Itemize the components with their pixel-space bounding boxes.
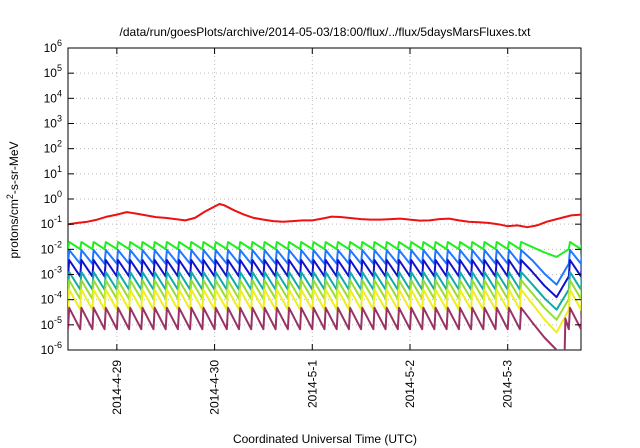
- y-tick-label: 100: [44, 189, 62, 206]
- y-tick-label: 10-3: [41, 265, 62, 282]
- y-tick-label: 10-5: [41, 315, 62, 332]
- y-tick-label: 102: [44, 139, 62, 156]
- x-tick-label: 2014-5-3: [501, 360, 515, 408]
- y-tick-label: 106: [44, 38, 62, 55]
- series-line-4: [68, 259, 581, 299]
- y-tick-label: 10-2: [41, 239, 62, 256]
- series-line-1: [68, 203, 581, 229]
- y-axis-label: protons/cm2-s-sr-MeV: [5, 141, 21, 258]
- y-tick-label: 10-4: [41, 290, 62, 307]
- x-tick-label: 2014-4-30: [208, 360, 222, 415]
- series-line-8: [68, 306, 581, 350]
- x-tick-label: 2014-5-1: [305, 360, 319, 408]
- y-tick-label: 104: [44, 88, 62, 105]
- x-axis: 2014-4-29 2014-4-30 2014-5-1 2014-5-2 2014-5…: [110, 48, 515, 415]
- y-tick-label: 103: [44, 114, 62, 131]
- y-tick-label: 10-1: [41, 214, 62, 231]
- y-axis: 10-6 10-5 10-4 10-3 10-2 10-1 100 101 102 103 104 1…: [41, 38, 581, 357]
- chart-title: /data/run/goesPlots/archive/2014-05-03/1…: [120, 25, 532, 39]
- x-tick-label: 2014-4-29: [110, 360, 124, 415]
- series-line-2: [68, 241, 581, 258]
- series-line-3: [68, 249, 581, 286]
- x-tick-label: 2014-5-2: [403, 360, 417, 408]
- x-axis-label: Coordinated Universal Time (UTC): [233, 432, 417, 446]
- series-line-7: [68, 288, 581, 334]
- series-group: [68, 203, 581, 350]
- y-tick-label: 105: [44, 63, 62, 80]
- y-tick-label: 10-6: [41, 340, 62, 357]
- y-tick-label: 101: [44, 164, 62, 181]
